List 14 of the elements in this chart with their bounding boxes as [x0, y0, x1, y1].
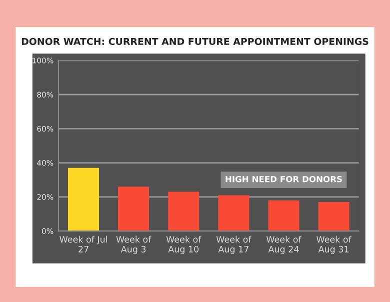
x-tick-label: Week of Jul 27: [60, 236, 107, 252]
bar: [218, 195, 250, 232]
bar: [118, 186, 150, 232]
x-tick-label: Week of Aug 24: [266, 236, 302, 254]
bar: [68, 168, 100, 232]
x-tick-label: Week of Aug 3: [116, 236, 152, 254]
bar: [268, 200, 300, 232]
x-tick-label: Week of Aug 17: [216, 236, 252, 254]
x-tick-label: Week of Aug 10: [166, 236, 202, 254]
bar: [168, 192, 200, 232]
chart-title: DONOR WATCH: CURRENT AND FUTURE APPOINTMENT OPENINGS: [22, 38, 368, 46]
annotation: HIGH NEED FOR DONORS: [226, 176, 342, 182]
x-tick-label: Week of Aug 31: [316, 236, 352, 254]
bar: [318, 202, 350, 232]
